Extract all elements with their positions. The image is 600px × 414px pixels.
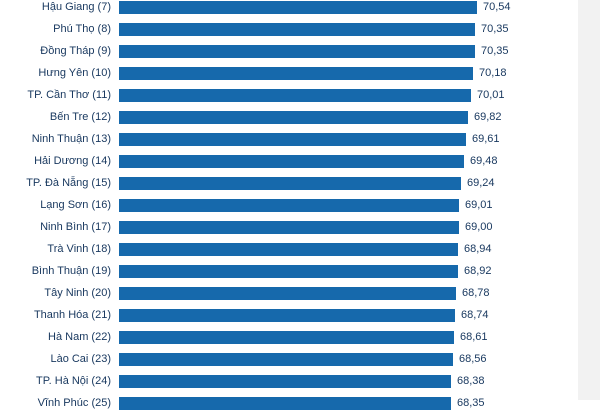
bar-row: Đồng Tháp (9) 70,35 [0, 40, 576, 62]
bar-track: 68,78 [119, 282, 576, 304]
bar-row: Bến Tre (12) 69,82 [0, 106, 576, 128]
bar-row: Phú Thọ (8) 70,35 [0, 18, 576, 40]
bar-track: 69,00 [119, 216, 576, 238]
category-label: Hậu Giang (7) [41, 0, 111, 13]
bar [119, 286, 456, 300]
category-label: Bến Tre (12) [49, 110, 111, 123]
bar-track: 69,01 [119, 194, 576, 216]
bar-track: 69,48 [119, 150, 576, 172]
bar [119, 396, 451, 410]
bar-track: 68,92 [119, 260, 576, 282]
value-label: 68,56 [459, 352, 487, 365]
bar-track: 68,74 [119, 304, 576, 326]
bar-row: TP. Hà Nội (24) 68,38 [0, 370, 576, 392]
value-label: 70,01 [477, 88, 505, 101]
category-label: Lào Cai (23) [50, 352, 111, 365]
bar [119, 176, 461, 190]
bar-row: Hậu Giang (7) 70,54 [0, 0, 576, 18]
bar-track: 68,35 [119, 392, 576, 414]
category-label: Phú Thọ (8) [53, 22, 111, 35]
category-label: Hải Dương (14) [34, 154, 111, 167]
bar-track: 68,38 [119, 370, 576, 392]
bar-row: Thanh Hóa (21) 68,74 [0, 304, 576, 326]
category-label: Thanh Hóa (21) [33, 308, 111, 321]
value-label: 68,74 [461, 308, 489, 321]
bar-row: Ninh Thuận (13) 69,61 [0, 128, 576, 150]
bar-track: 70,01 [119, 84, 576, 106]
category-label: Trà Vinh (18) [47, 242, 111, 255]
value-label: 70,18 [479, 66, 507, 79]
bar-track: 70,54 [119, 0, 576, 18]
value-label: 68,35 [457, 396, 485, 409]
bar-track: 68,56 [119, 348, 576, 370]
value-label: 68,92 [464, 264, 492, 277]
bar-row: TP. Cần Thơ (11) 70,01 [0, 84, 576, 106]
bar [119, 44, 475, 58]
bar-row: Hà Nam (22) 68,61 [0, 326, 576, 348]
category-label: Lạng Sơn (16) [40, 198, 111, 211]
category-label: Tây Ninh (20) [44, 286, 111, 299]
bar-track: 68,94 [119, 238, 576, 260]
value-label: 68,38 [457, 374, 485, 387]
bar-track: 70,35 [119, 40, 576, 62]
category-label: Vĩnh Phúc (25) [37, 396, 111, 409]
bar [119, 154, 464, 168]
bar [119, 22, 475, 36]
bar-track: 70,35 [119, 18, 576, 40]
category-label: Ninh Bình (17) [40, 220, 111, 233]
province-score-bar-chart: Hậu Giang (7) 70,54 Phú Thọ (8) 70,35 Đồng T… [0, 0, 576, 414]
bar [119, 264, 458, 278]
value-label: 69,24 [467, 176, 495, 189]
bar-row: Trà Vinh (18) 68,94 [0, 238, 576, 260]
bar-track: 69,24 [119, 172, 576, 194]
category-label: Ninh Thuận (13) [31, 132, 111, 145]
value-label: 69,00 [465, 220, 493, 233]
value-label: 70,35 [481, 44, 509, 57]
bar [119, 374, 451, 388]
category-label: TP. Hà Nội (24) [36, 374, 111, 387]
bar-row: Ninh Bình (17) 69,00 [0, 216, 576, 238]
value-label: 68,94 [464, 242, 492, 255]
bar-track: 69,82 [119, 106, 576, 128]
value-label: 68,78 [462, 286, 490, 299]
bar-row: Vĩnh Phúc (25) 68,35 [0, 392, 576, 414]
bar [119, 308, 455, 322]
category-label: TP. Đà Nẵng (15) [26, 176, 111, 189]
bar [119, 0, 477, 14]
value-label: 69,61 [472, 132, 500, 145]
bar-row: Tây Ninh (20) 68,78 [0, 282, 576, 304]
category-label: TP. Cần Thơ (11) [27, 88, 111, 101]
bar [119, 352, 453, 366]
bar [119, 198, 459, 212]
right-page-gutter [578, 0, 600, 400]
bar [119, 132, 466, 146]
value-label: 70,35 [481, 22, 509, 35]
bar-track: 68,61 [119, 326, 576, 348]
bar-track: 69,61 [119, 128, 576, 150]
bar-row: Hải Dương (14) 69,48 [0, 150, 576, 172]
value-label: 70,54 [483, 0, 511, 13]
category-label: Hà Nam (22) [48, 330, 111, 343]
bar-row: Bình Thuận (19) 68,92 [0, 260, 576, 282]
bar [119, 242, 458, 256]
bar-row: Lào Cai (23) 68,56 [0, 348, 576, 370]
bar-row: Hưng Yên (10) 70,18 [0, 62, 576, 84]
bar [119, 66, 473, 80]
bar [119, 220, 459, 234]
bar [119, 330, 454, 344]
value-label: 69,48 [470, 154, 498, 167]
value-label: 68,61 [460, 330, 488, 343]
category-label: Đồng Tháp (9) [40, 44, 111, 57]
category-label: Hưng Yên (10) [38, 66, 111, 79]
bar-track: 70,18 [119, 62, 576, 84]
value-label: 69,82 [474, 110, 502, 123]
bar-row: TP. Đà Nẵng (15) 69,24 [0, 172, 576, 194]
bar [119, 88, 471, 102]
bar [119, 110, 468, 124]
category-label: Bình Thuận (19) [31, 264, 111, 277]
bar-row: Lạng Sơn (16) 69,01 [0, 194, 576, 216]
value-label: 69,01 [465, 198, 493, 211]
